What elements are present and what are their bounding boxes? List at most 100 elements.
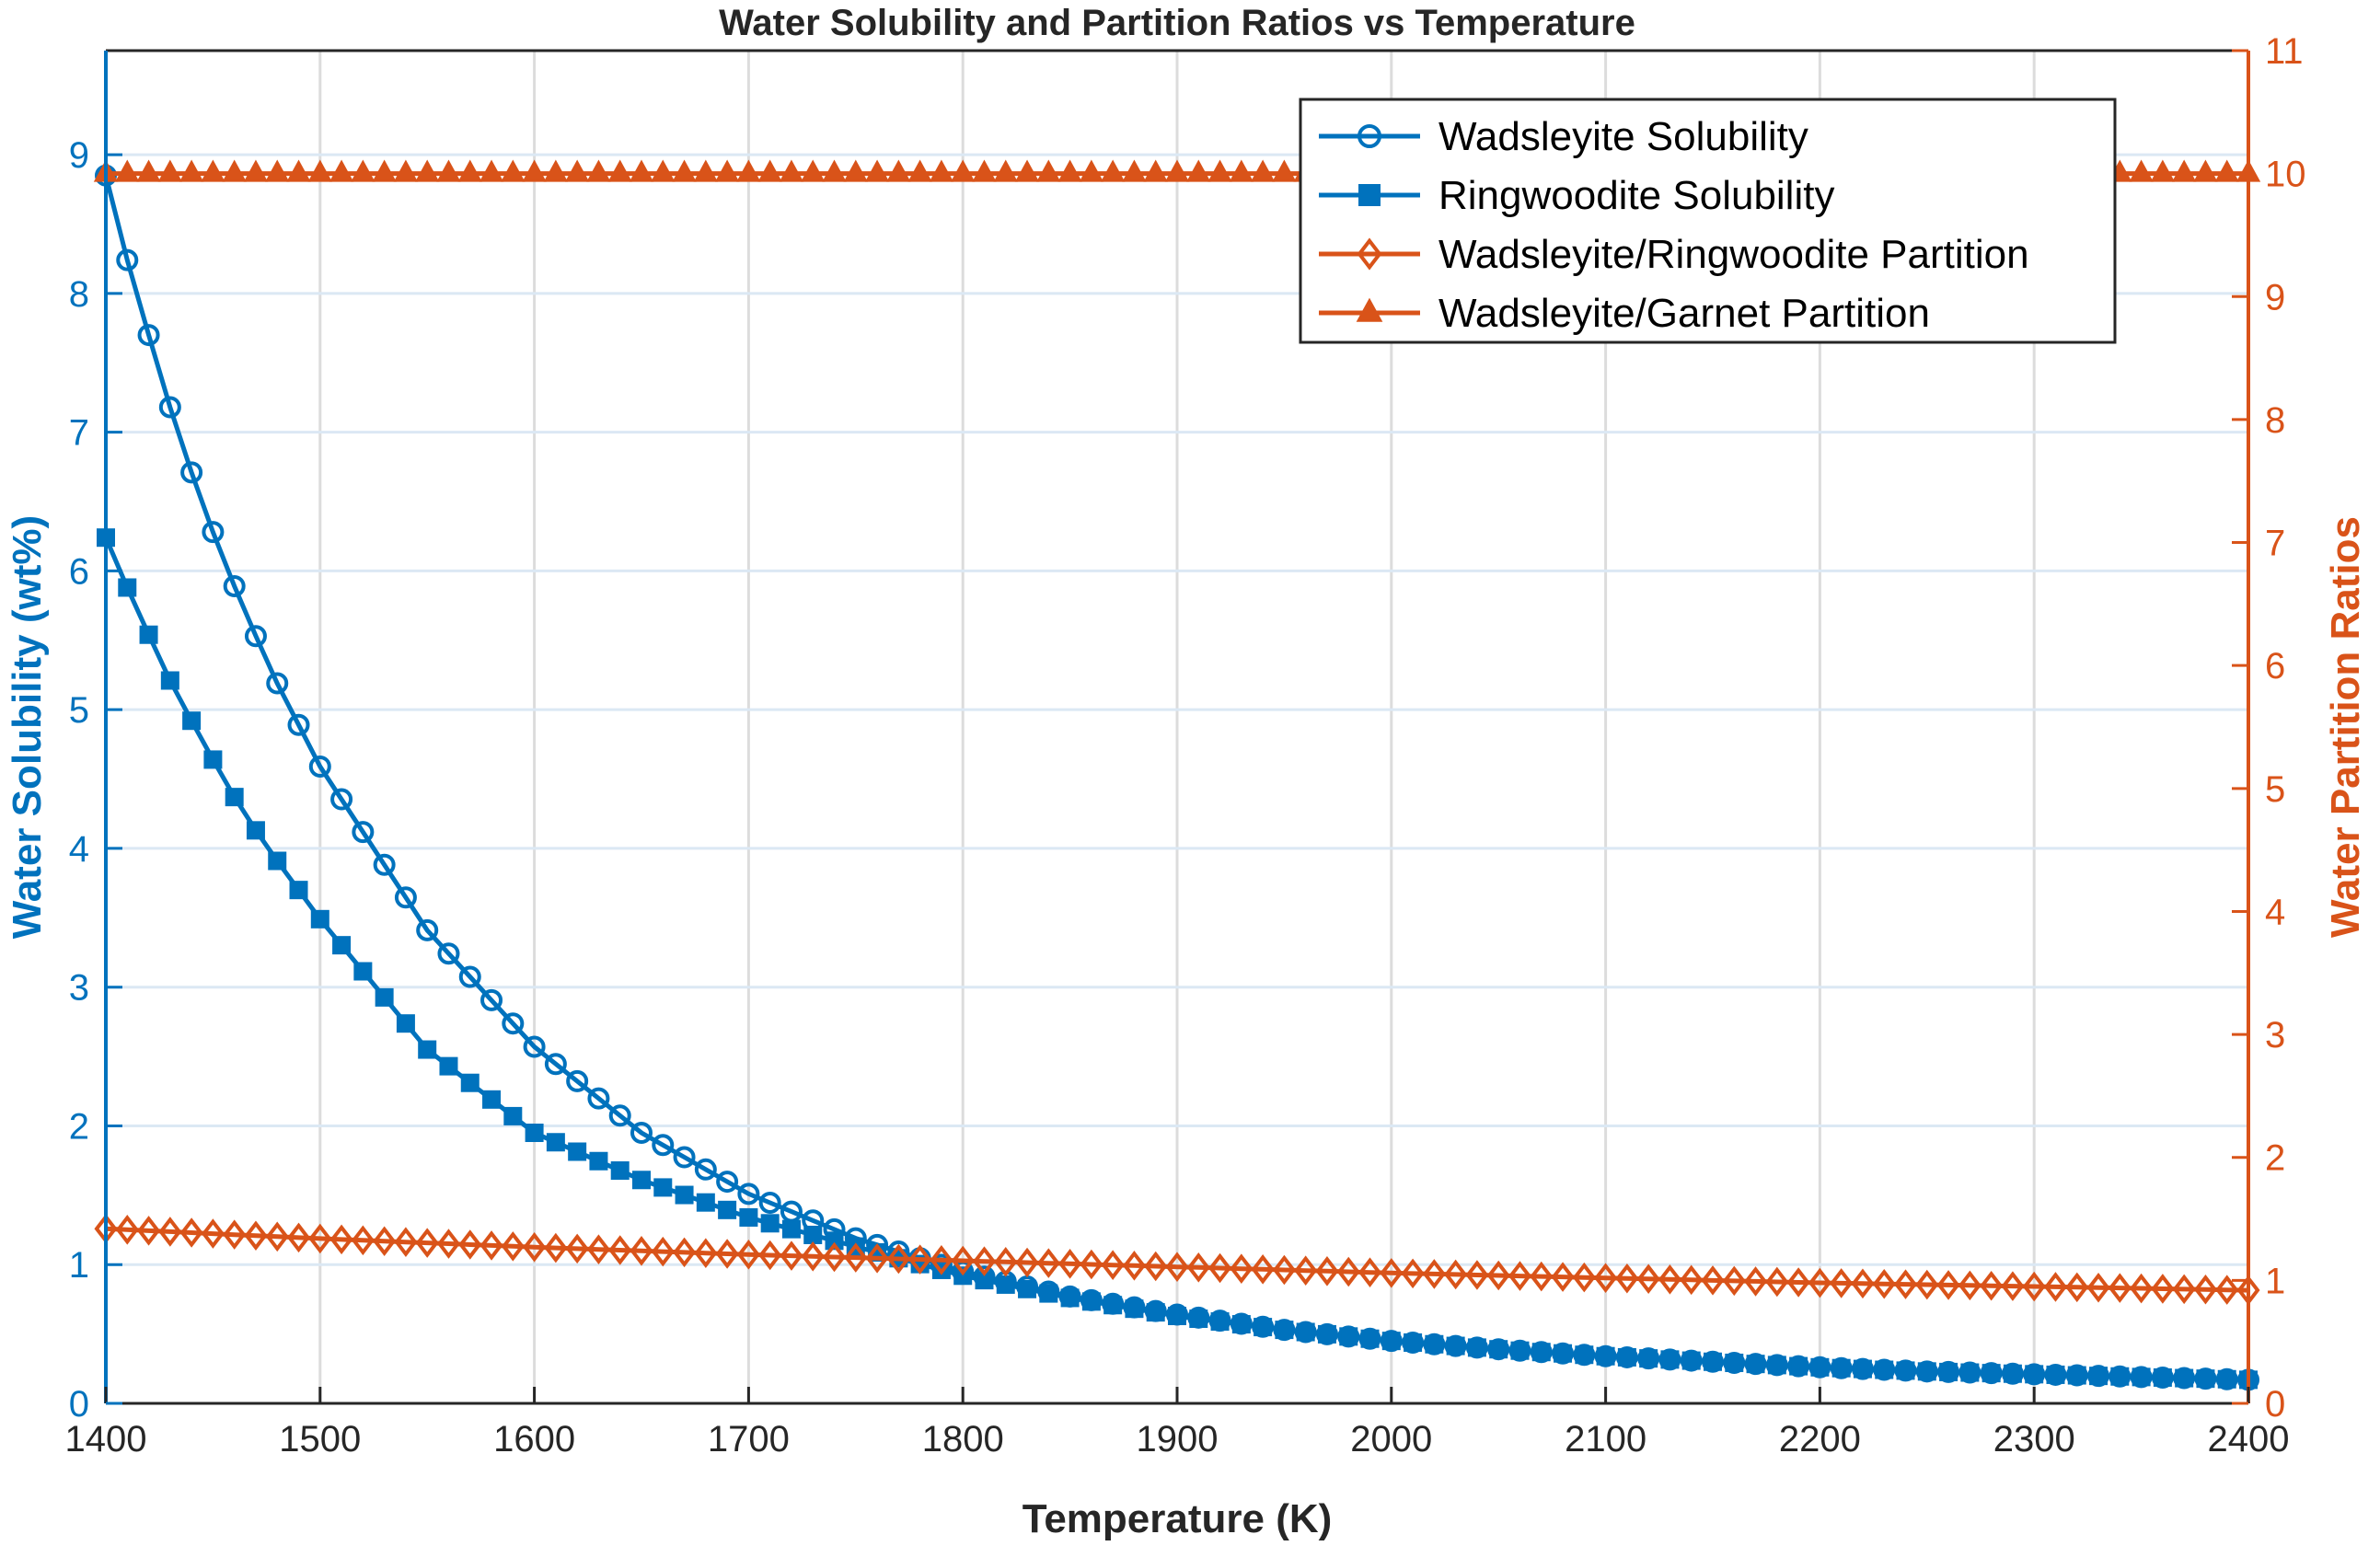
data-point — [416, 918, 439, 941]
data-point — [2043, 1272, 2068, 1302]
data-point — [222, 159, 247, 182]
y-axis-label-right: Water Partition Ratios — [2323, 516, 2368, 938]
data-point — [415, 159, 440, 182]
data-point — [953, 1266, 973, 1286]
data-point — [1272, 159, 1297, 182]
x-tick-label: 1900 — [1137, 1419, 1219, 1459]
y-axis-label-left: Water Solubility (wt%) — [5, 515, 50, 939]
y-tick-label-left: 6 — [69, 551, 89, 592]
data-point — [1980, 1270, 2004, 1301]
y-tick-label-left: 9 — [69, 135, 89, 176]
data-point — [2067, 1366, 2086, 1385]
data-point — [629, 159, 654, 182]
data-point — [244, 1220, 268, 1252]
data-point — [1058, 1249, 1082, 1279]
data-point — [1250, 159, 1276, 182]
data-point — [2171, 159, 2197, 182]
x-tick-label: 1600 — [493, 1419, 575, 1459]
data-point — [439, 1056, 458, 1076]
data-point — [1551, 1262, 1575, 1292]
data-point — [137, 1216, 161, 1246]
data-point — [673, 1146, 696, 1169]
data-point — [2025, 1365, 2044, 1384]
data-point — [1746, 1355, 1765, 1374]
data-point — [1189, 1309, 1208, 1329]
data-point — [587, 1087, 610, 1110]
data-point — [244, 625, 267, 648]
data-point — [1960, 1363, 1980, 1382]
data-point — [758, 1191, 781, 1214]
y-tick-label-left: 3 — [69, 968, 89, 1009]
data-point — [1594, 1263, 1618, 1293]
data-point — [1103, 1296, 1123, 1315]
data-point — [886, 159, 911, 182]
data-point — [1251, 1254, 1275, 1285]
data-point — [714, 159, 740, 182]
data-point — [1125, 1299, 1144, 1319]
data-point — [757, 159, 782, 182]
chart-title: Water Solubility and Partition Ratios vs… — [719, 3, 1635, 43]
data-point — [608, 1235, 632, 1265]
data-point — [1143, 159, 1168, 182]
data-point — [693, 159, 719, 182]
data-point — [736, 1240, 760, 1270]
data-point — [436, 1229, 461, 1259]
data-point — [523, 1035, 546, 1058]
data-point — [737, 1183, 760, 1206]
data-point — [1875, 1360, 1894, 1379]
data-point — [1786, 1267, 1810, 1298]
data-point — [1014, 159, 1040, 182]
data-point — [223, 1219, 247, 1250]
data-point — [265, 159, 290, 182]
data-point — [2196, 1369, 2215, 1389]
data-point — [2132, 1367, 2151, 1387]
data-point — [1896, 1361, 1915, 1380]
data-point — [1272, 1254, 1296, 1286]
data-point — [760, 1214, 780, 1233]
data-point — [908, 1244, 932, 1275]
data-point — [822, 1241, 847, 1273]
data-point — [2065, 1272, 2089, 1303]
data-point — [351, 1225, 375, 1256]
data-point — [1146, 1303, 1165, 1322]
data-point — [865, 1243, 889, 1274]
data-point — [225, 788, 244, 807]
data-point — [182, 711, 202, 731]
data-point — [265, 1221, 289, 1252]
data-point — [1230, 1253, 1254, 1284]
data-point — [1036, 159, 1061, 182]
data-point — [1381, 1332, 1401, 1351]
data-point — [1404, 1333, 1423, 1352]
data-point — [1296, 1322, 1315, 1342]
data-point — [565, 1233, 589, 1264]
data-point — [268, 851, 287, 871]
data-point — [525, 1124, 544, 1142]
data-point — [996, 1275, 1015, 1294]
data-point — [289, 881, 308, 900]
data-point — [1229, 159, 1254, 182]
data-point — [1893, 1269, 1918, 1299]
data-point — [373, 1226, 397, 1257]
data-point — [1465, 1260, 1489, 1290]
data-point — [2153, 1367, 2172, 1387]
data-point — [993, 159, 1018, 182]
data-point — [2046, 1365, 2065, 1384]
data-point — [1207, 159, 1232, 182]
data-point — [1186, 1252, 1210, 1283]
x-tick-label: 2000 — [1350, 1419, 1432, 1459]
ticks: 1400 1500 1600 1700 1800 1900 2000 2100 2200 2300… — [65, 31, 2306, 1459]
data-point — [544, 1053, 567, 1076]
data-point — [158, 1217, 182, 1247]
x-axis-label: Temperature (K) — [1022, 1496, 1333, 1541]
data-point — [522, 159, 547, 182]
data-point — [739, 1207, 758, 1227]
data-point — [2001, 1271, 2025, 1301]
data-point — [566, 1069, 589, 1092]
data-point — [568, 1142, 587, 1161]
data-point — [673, 1237, 697, 1268]
data-point — [1315, 1256, 1339, 1286]
data-point — [951, 1245, 975, 1276]
data-point — [266, 672, 289, 695]
data-point — [1486, 1260, 1510, 1291]
